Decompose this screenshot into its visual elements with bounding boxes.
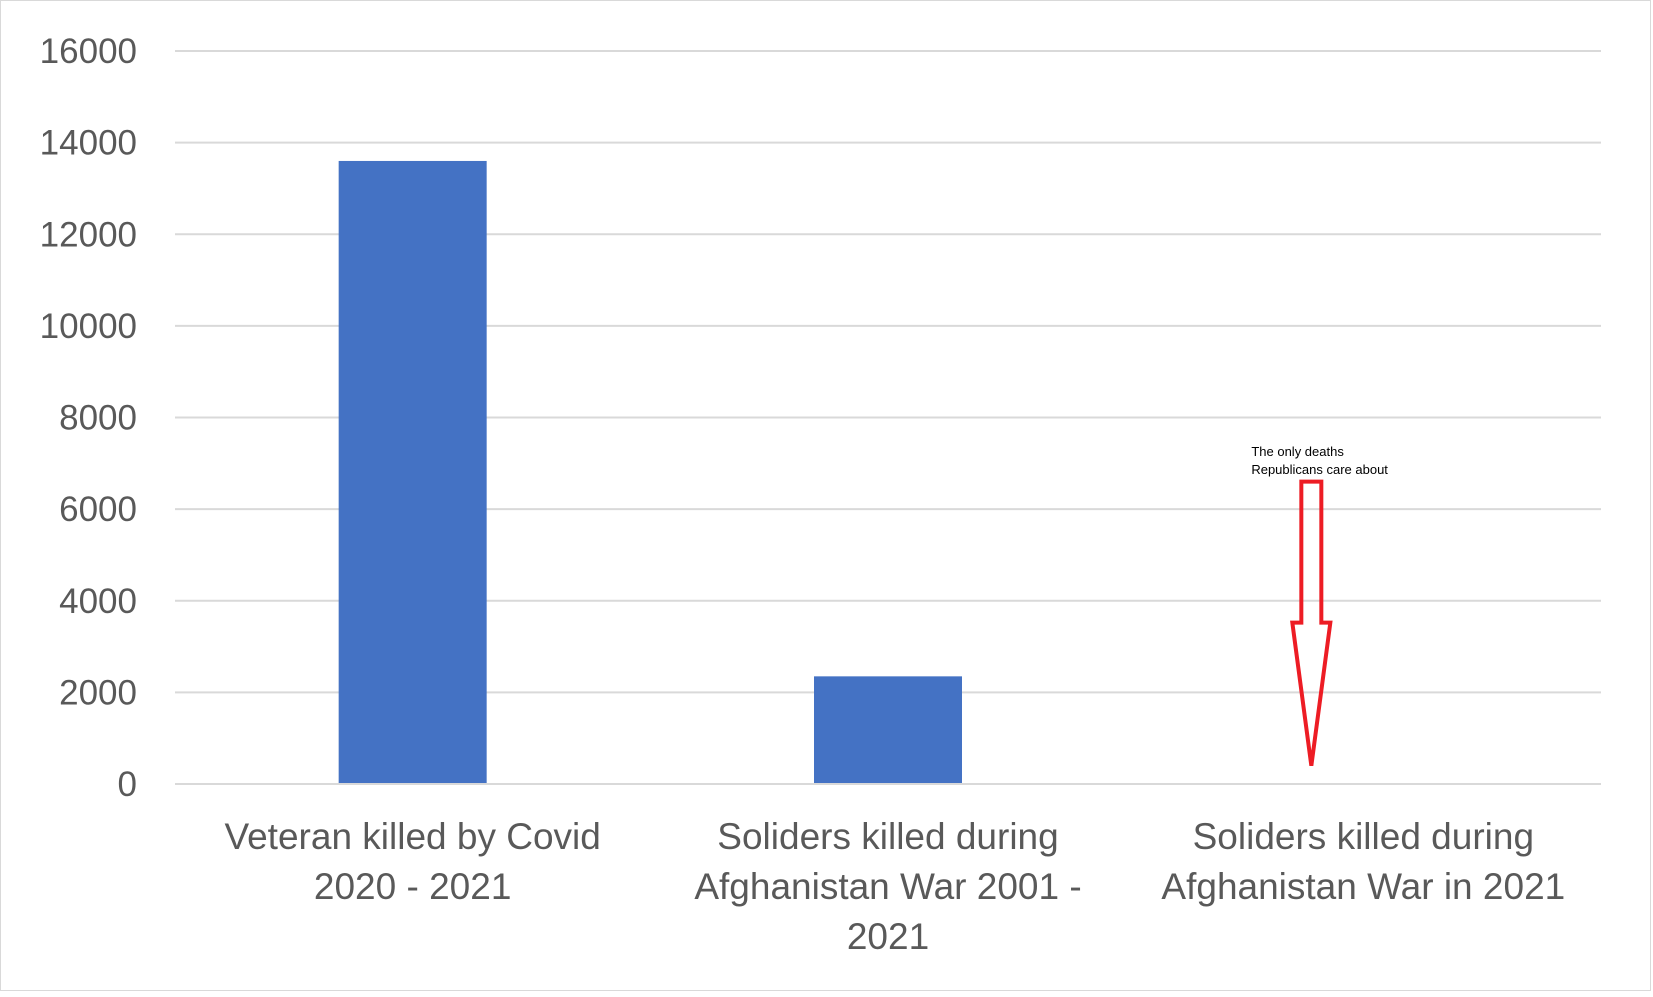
y-tick-label-14000: 14000 [40,124,137,163]
annotation-text-line-1: Republicans care about [1251,462,1388,477]
x-category-label-0: Veteran killed by Covid 2020 - 2021 [224,816,600,907]
annotation-text-line-0: The only deaths [1251,444,1344,459]
x-category-label-1-line-0: Soliders killed during [717,816,1058,857]
annotation: The only deaths Republicans care about [1251,444,1388,766]
y-tick-label-0: 0 [118,765,137,804]
x-category-label-0-line-1: 2020 - 2021 [314,866,512,907]
x-category-label-2-line-0: Soliders killed during [1193,816,1534,857]
x-category-label-2: Soliders killed during Afghanistan War in… [1161,816,1565,907]
y-tick-label-2000: 2000 [59,673,137,712]
y-tick-label-10000: 10000 [40,307,137,346]
y-tick-label-16000: 16000 [40,32,137,71]
x-category-label-1-line-2: 2021 [847,916,929,957]
y-tick-label-8000: 8000 [59,399,137,438]
bar-0 [338,160,487,784]
x-category-label-0-line-0: Veteran killed by Covid [224,816,600,857]
x-category-label-2-line-1: Afghanistan War in 2021 [1161,866,1565,907]
x-category-label-1-line-1: Afghanistan War 2001 - [694,866,1081,907]
bar-1 [814,676,962,784]
x-category-label-1: Soliders killed during Afghanistan War 20… [694,816,1081,957]
x-axis-labels: Veteran killed by Covid 2020 - 2021 Solide… [224,816,1565,957]
bars [338,160,1438,784]
y-axis: 0 2000 4000 6000 8000 10000 12000 14000 16000 [40,32,1601,804]
y-tick-label-4000: 4000 [59,582,137,621]
y-tick-label-12000: 12000 [40,215,137,254]
y-tick-label-6000: 6000 [59,490,137,529]
down-arrow-icon [1290,479,1333,766]
